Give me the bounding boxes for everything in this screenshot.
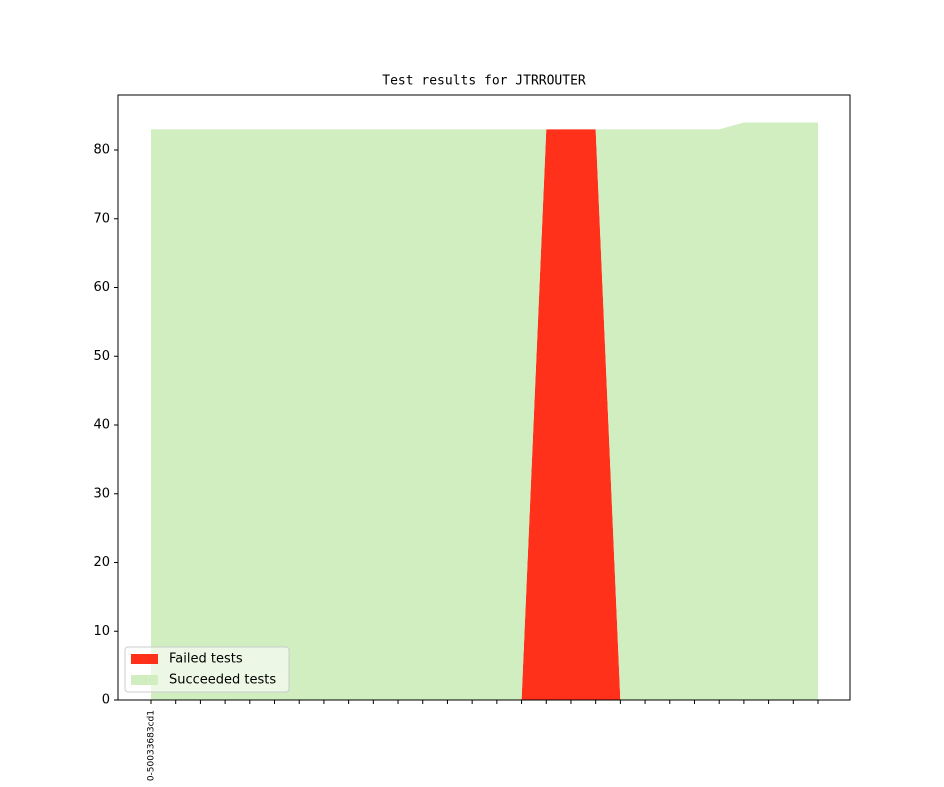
legend-label: Failed tests [169, 652, 243, 667]
x-tick-label: 0-50033683cd1 [147, 710, 157, 781]
legend-swatch [131, 675, 158, 685]
y-tick-label: 70 [93, 211, 110, 226]
y-tick-label: 40 [93, 418, 110, 433]
chart-title: Test results for JTRROUTER [382, 74, 586, 89]
y-tick-label: 60 [93, 280, 110, 295]
y-tick-label: 50 [93, 349, 110, 364]
legend: Failed tests Succeeded tests [124, 646, 290, 693]
y-tick-label: 30 [93, 486, 110, 501]
area [151, 122, 818, 700]
plot-frame [117, 94, 851, 701]
y-tick-label: 80 [93, 143, 110, 158]
legend-label: Succeeded tests [169, 673, 276, 688]
y-tick-label: 0 [102, 693, 110, 708]
y-tick-label: 20 [93, 555, 110, 570]
legend-box [124, 646, 290, 693]
y-tick-label: 10 [93, 624, 110, 639]
legend-swatch [131, 654, 158, 664]
